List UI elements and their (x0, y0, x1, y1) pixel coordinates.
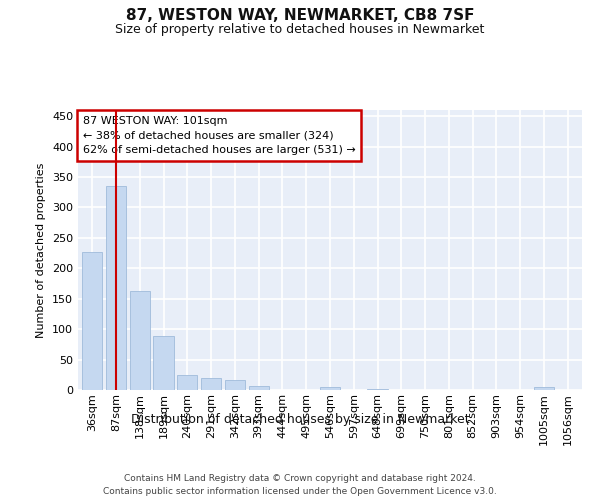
Bar (154, 336, 173, 390)
Text: Contains HM Land Registry data © Crown copyright and database right 2024.: Contains HM Land Registry data © Crown c… (124, 474, 476, 483)
Bar (320, 387, 340, 390)
Bar (106, 186, 126, 390)
Text: 87 WESTON WAY: 101sqm
← 38% of detached houses are smaller (324)
62% of semi-det: 87 WESTON WAY: 101sqm ← 38% of detached … (83, 116, 356, 155)
Bar (248, 386, 269, 390)
Y-axis label: Number of detached properties: Number of detached properties (37, 162, 46, 338)
Bar (225, 380, 245, 390)
Bar (82, 252, 103, 390)
Text: 87, WESTON WAY, NEWMARKET, CB8 7SF: 87, WESTON WAY, NEWMARKET, CB8 7SF (126, 8, 474, 22)
Bar (534, 387, 554, 390)
Text: Distribution of detached houses by size in Newmarket: Distribution of detached houses by size … (131, 412, 469, 426)
Bar (201, 378, 221, 390)
Bar (367, 389, 388, 390)
Text: Size of property relative to detached houses in Newmarket: Size of property relative to detached ho… (115, 22, 485, 36)
Bar (177, 376, 197, 390)
Text: Contains public sector information licensed under the Open Government Licence v3: Contains public sector information licen… (103, 487, 497, 496)
Bar (130, 291, 150, 390)
